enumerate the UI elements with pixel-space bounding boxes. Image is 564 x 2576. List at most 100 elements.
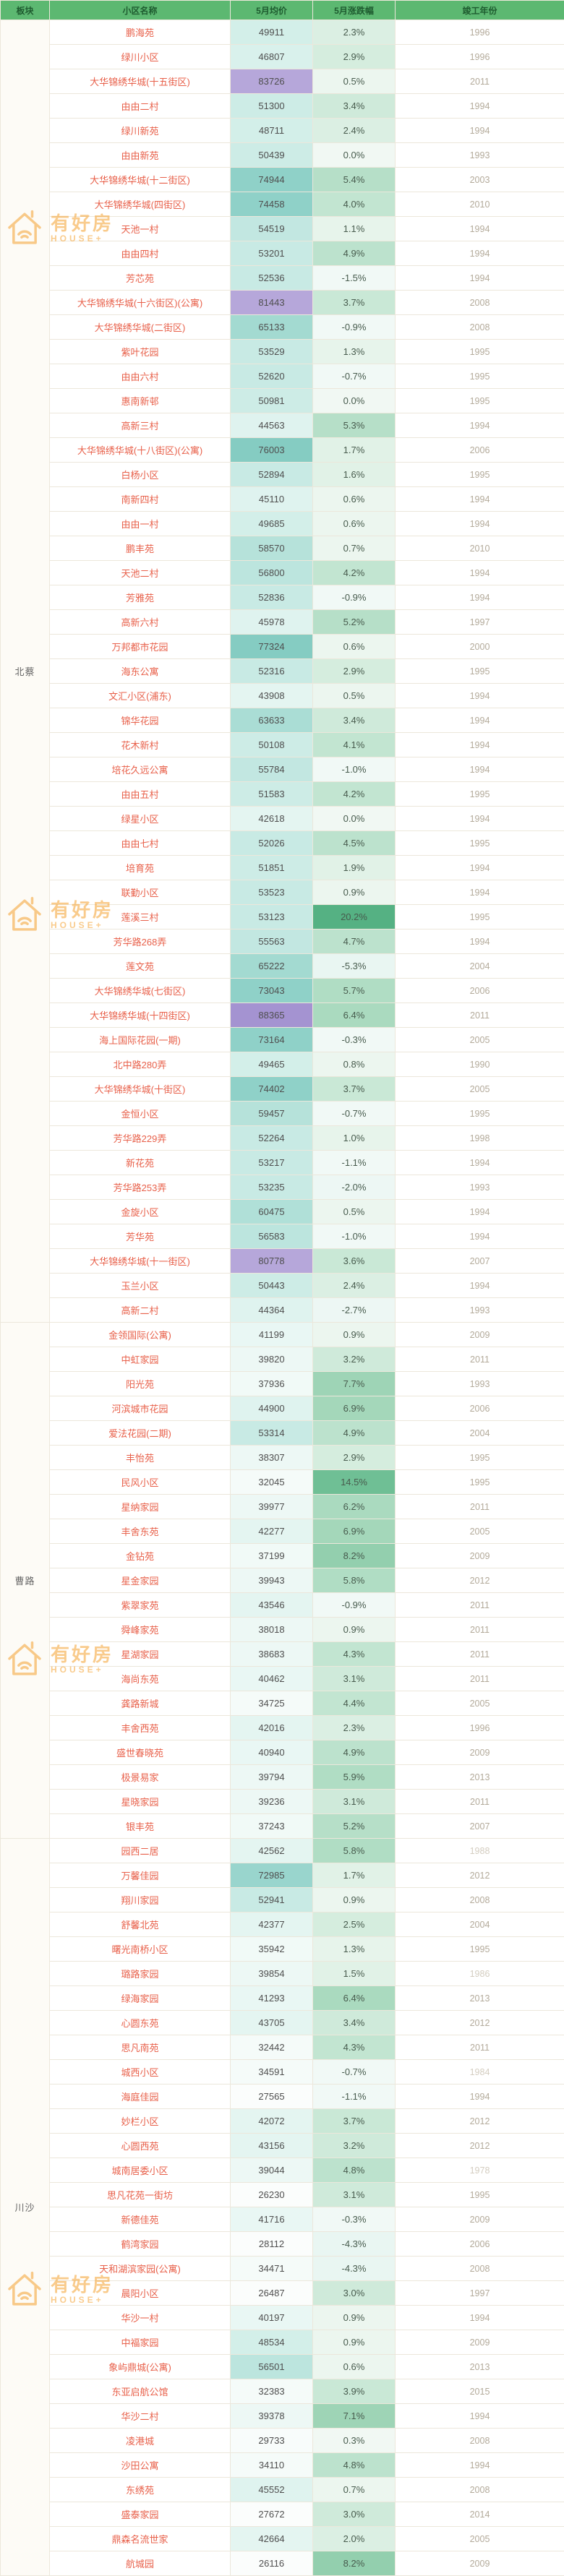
price-cell: 52264 <box>231 1126 313 1151</box>
price-cell: 38683 <box>231 1642 313 1667</box>
year-cell: 1984 <box>396 2060 564 2085</box>
price-cell: 45978 <box>231 610 313 635</box>
price-cell: 76003 <box>231 438 313 463</box>
column-header-community: 小区名称 <box>50 1 231 20</box>
community-name-cell: 中虹家园 <box>50 1347 231 1372</box>
community-name-cell: 大华锦绣华城(十五街区) <box>50 69 231 94</box>
year-cell: 1995 <box>396 831 564 856</box>
change-cell: 0.7% <box>313 536 396 561</box>
community-name-cell: 星晓家园 <box>50 1790 231 1814</box>
community-name-cell: 海东公寓 <box>50 659 231 684</box>
change-cell: 2.9% <box>313 1446 396 1470</box>
year-cell: 2011 <box>396 2035 564 2060</box>
year-cell: 2008 <box>396 2429 564 2453</box>
year-cell: 2015 <box>396 2379 564 2404</box>
district-label: 川沙 <box>1 1839 50 2576</box>
community-name-cell: 大华锦绣华城(十街区) <box>50 1077 231 1102</box>
year-cell: 1994 <box>396 1224 564 1249</box>
change-cell: 2.4% <box>313 1274 396 1298</box>
price-cell: 41716 <box>231 2207 313 2232</box>
year-cell: 1995 <box>396 659 564 684</box>
community-name-cell: 曙光南桥小区 <box>50 1937 231 1962</box>
price-cell: 39943 <box>231 1568 313 1593</box>
change-cell: -0.7% <box>313 2060 396 2085</box>
community-name-cell: 绿星小区 <box>50 807 231 831</box>
price-cell: 44364 <box>231 1298 313 1323</box>
community-name-cell: 鹤湾家园 <box>50 2232 231 2257</box>
price-cell: 81443 <box>231 291 313 315</box>
community-name-cell: 万馨佳园 <box>50 1863 231 1888</box>
community-name-cell: 星金家园 <box>50 1568 231 1593</box>
price-cell: 34110 <box>231 2453 313 2478</box>
year-cell: 1994 <box>396 757 564 782</box>
change-cell: 3.1% <box>313 2183 396 2207</box>
year-cell: 2009 <box>396 1544 564 1568</box>
change-cell: 1.3% <box>313 1937 396 1962</box>
year-cell: 2005 <box>396 2527 564 2551</box>
price-cell: 26116 <box>231 2551 313 2576</box>
community-name-cell: 心圆西苑 <box>50 2134 231 2158</box>
column-header-year: 竣工年份 <box>396 1 564 20</box>
year-cell: 1994 <box>396 708 564 733</box>
community-name-cell: 莲溪三村 <box>50 905 231 929</box>
community-name-cell: 金旋小区 <box>50 1200 231 1224</box>
change-cell: -0.3% <box>313 1028 396 1052</box>
change-cell: 7.7% <box>313 1372 396 1396</box>
price-cell: 46807 <box>231 45 313 69</box>
change-cell: 0.6% <box>313 512 396 536</box>
community-name-cell: 南新四村 <box>50 487 231 512</box>
change-cell: 4.2% <box>313 561 396 585</box>
change-cell: 0.7% <box>313 2478 396 2502</box>
community-name-cell: 舜峰家苑 <box>50 1618 231 1642</box>
price-cell: 56501 <box>231 2355 313 2379</box>
year-cell: 2008 <box>396 2257 564 2281</box>
change-cell: 0.5% <box>313 684 396 708</box>
price-cell: 50439 <box>231 143 313 168</box>
community-name-cell: 文汇小区(浦东) <box>50 684 231 708</box>
price-cell: 63633 <box>231 708 313 733</box>
year-cell: 2012 <box>396 1863 564 1888</box>
price-cell: 73164 <box>231 1028 313 1052</box>
price-cell: 74402 <box>231 1077 313 1102</box>
year-cell: 2011 <box>396 1495 564 1519</box>
year-cell: 1995 <box>396 463 564 487</box>
change-cell: -2.0% <box>313 1175 396 1200</box>
price-cell: 43705 <box>231 2011 313 2035</box>
change-cell: 4.4% <box>313 1691 396 1716</box>
price-cell: 45110 <box>231 487 313 512</box>
year-cell: 2013 <box>396 1765 564 1790</box>
table-row: 海上国际花园(一期)73164-0.3%2005 <box>1 1028 564 1052</box>
change-cell: 4.8% <box>313 2453 396 2478</box>
year-cell: 1995 <box>396 1102 564 1126</box>
price-cell: 60475 <box>231 1200 313 1224</box>
change-cell: 1.3% <box>313 340 396 364</box>
change-cell: 4.7% <box>313 929 396 954</box>
year-cell: 2009 <box>396 2207 564 2232</box>
year-cell: 2006 <box>396 2232 564 2257</box>
year-cell: 2013 <box>396 1986 564 2011</box>
year-cell: 2004 <box>396 1912 564 1937</box>
community-name-cell: 培育苑 <box>50 856 231 880</box>
price-cell: 42016 <box>231 1716 313 1740</box>
year-cell: 2008 <box>396 1888 564 1912</box>
community-name-cell: 绿海家园 <box>50 1986 231 2011</box>
price-cell: 72985 <box>231 1863 313 1888</box>
community-name-cell: 大华锦绣华城(四街区) <box>50 192 231 217</box>
